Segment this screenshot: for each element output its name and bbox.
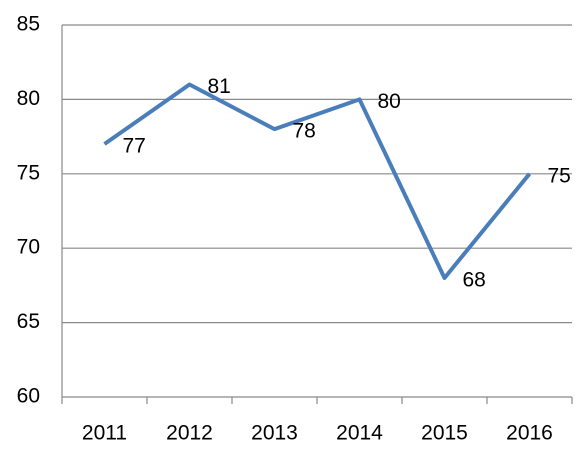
line [103, 82, 532, 280]
x-tick-label: 2015 [421, 422, 468, 445]
x-tick-label: 2013 [251, 422, 298, 445]
y-tick-label: 80 [17, 87, 40, 110]
y-tick-label: 65 [17, 310, 40, 333]
data-label: 77 [123, 135, 146, 158]
x-tick-label: 2011 [82, 422, 127, 445]
data-label: 80 [378, 90, 401, 113]
y-tick-label: 75 [17, 161, 40, 184]
x-tick-label: 2012 [166, 422, 213, 445]
y-tick-label: 85 [17, 13, 40, 36]
data-label: 81 [208, 75, 231, 98]
data-label: 78 [293, 120, 316, 143]
data-label: 68 [463, 269, 486, 292]
y-tick-label: 60 [17, 385, 40, 408]
y-tick-label: 70 [17, 236, 40, 259]
x-tick-label: 2014 [336, 422, 383, 445]
data-label: 75 [548, 164, 571, 187]
x-tick-label: 2016 [506, 422, 553, 445]
